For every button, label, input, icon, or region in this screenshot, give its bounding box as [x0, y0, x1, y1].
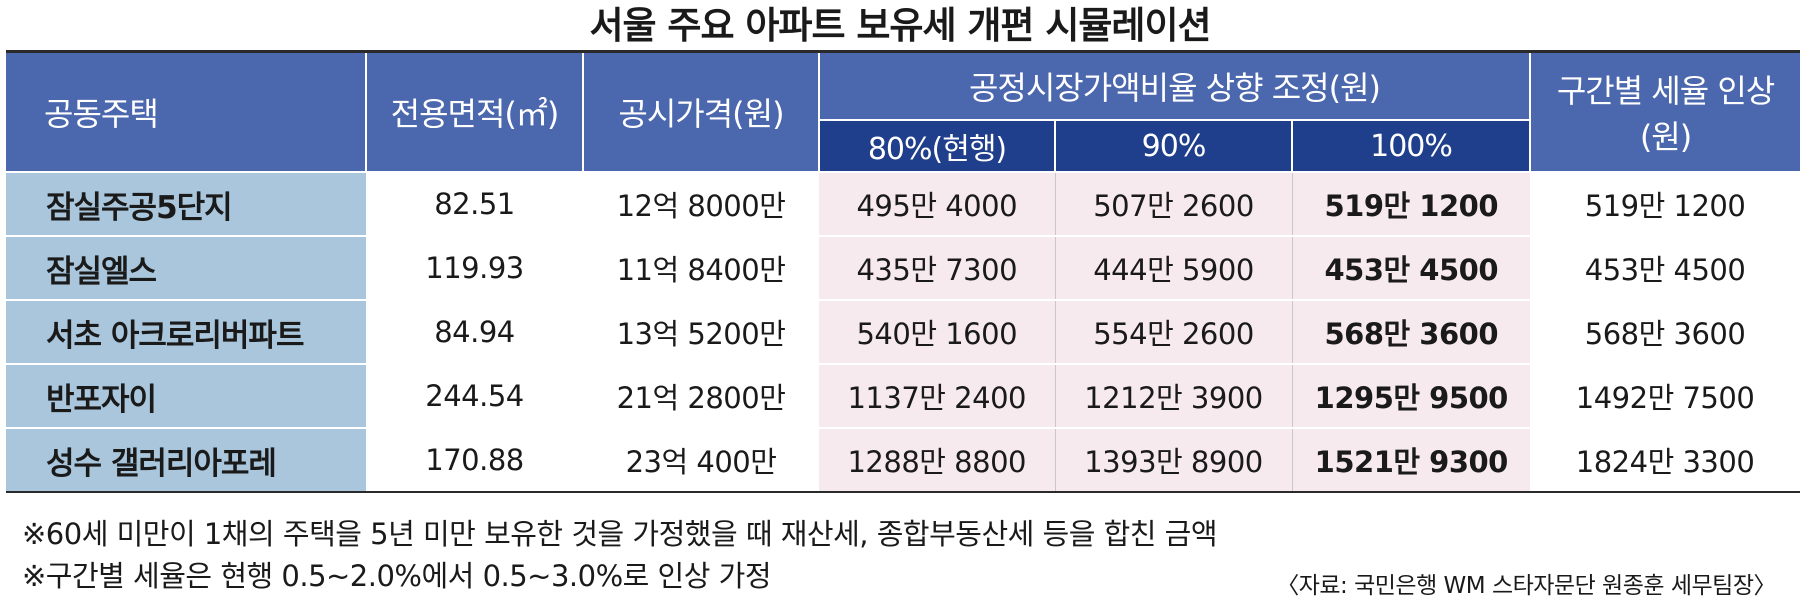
bracket-cell: 568만 3600 [1530, 299, 1800, 365]
area-cell: 82.51 [366, 171, 583, 237]
table-row: 잠실엘스 119.93 11억 8400만 435만 7300 444만 590… [6, 235, 1800, 301]
area-cell: 170.88 [366, 427, 583, 493]
page-title: 서울 주요 아파트 보유세 개편 시뮬레이션 [589, 4, 1211, 47]
apartment-name: 잠실주공5단지 [6, 171, 366, 237]
ratio80-cell: 1288만 8800 [819, 427, 1055, 493]
ratio90-cell: 444만 5900 [1054, 235, 1292, 301]
ratio100-cell: 1295만 9500 [1291, 363, 1531, 429]
footnote-bracket-rate: ※구간별 세율은 현행 0.5~2.0%에서 0.5~3.0%로 인상 가정 [22, 559, 772, 593]
ratio100-cell: 519만 1200 [1291, 171, 1531, 237]
subheader-100: 100% [1290, 120, 1531, 172]
apartment-name: 성수 갤러리아포레 [6, 427, 366, 493]
table-row: 잠실주공5단지 82.51 12억 8000만 495만 4000 507만 2… [6, 171, 1800, 237]
price-cell: 23억 400만 [583, 427, 819, 493]
price-cell: 13억 5200만 [583, 299, 819, 365]
ratio90-cell: 1393만 8900 [1054, 427, 1292, 493]
bracket-cell: 519만 1200 [1530, 171, 1800, 237]
ratio80-cell: 1137만 2400 [819, 363, 1055, 429]
header-ratio-group: 공정시장가액비율 상향 조정(원) [817, 53, 1531, 121]
bracket-cell: 453만 4500 [1530, 235, 1800, 301]
header-bracket-line2: (원) [1639, 118, 1692, 156]
price-cell: 21억 2800만 [583, 363, 819, 429]
table-row: 성수 갤러리아포레 170.88 23억 400만 1288만 8800 139… [6, 427, 1800, 493]
header-price: 공시가격(원) [582, 53, 819, 172]
area-cell: 84.94 [366, 299, 583, 365]
ratio100-cell: 453만 4500 [1291, 235, 1531, 301]
header-area: 전용면적(㎡) [365, 53, 583, 172]
tax-simulation-table: 공동주택 전용면적(㎡) 공시가격(원) 공정시장가액비율 상향 조정(원) 구… [6, 53, 1800, 493]
subheader-90: 90% [1054, 120, 1292, 172]
price-cell: 11억 8400만 [583, 235, 819, 301]
table-row: 반포자이 244.54 21억 2800만 1137만 2400 1212만 3… [6, 363, 1800, 429]
footnote-assumption: ※60세 미만이 1채의 주택을 5년 미만 보유한 것을 가정했을 때 재산세… [22, 517, 1218, 551]
ratio90-cell: 507만 2600 [1054, 171, 1292, 237]
bracket-cell: 1824만 3300 [1530, 427, 1800, 493]
price-cell: 12억 8000만 [583, 171, 819, 237]
header-bracket-line1: 구간별 세율 인상 [1556, 72, 1775, 110]
ratio90-cell: 554만 2600 [1054, 299, 1292, 365]
ratio90-cell: 1212만 3900 [1054, 363, 1292, 429]
apartment-name: 잠실엘스 [6, 235, 366, 301]
bracket-cell: 1492만 7500 [1530, 363, 1800, 429]
subheader-80: 80%(현행) [818, 120, 1055, 172]
header-bracket: 구간별 세율 인상 (원) [1529, 53, 1800, 172]
top-divider [6, 50, 1800, 53]
ratio80-cell: 495만 4000 [819, 171, 1055, 237]
ratio80-cell: 540만 1600 [819, 299, 1055, 365]
apartment-name: 반포자이 [6, 363, 366, 429]
table-row: 서초 아크로리버파트 84.94 13억 5200만 540만 1600 554… [6, 299, 1800, 365]
area-cell: 119.93 [366, 235, 583, 301]
apartment-name: 서초 아크로리버파트 [6, 299, 366, 365]
ratio100-cell: 1521만 9300 [1291, 427, 1531, 493]
source-credit: 〈자료: 국민은행 WM 스타자문단 원종훈 세무팀장〉 [1276, 573, 1776, 599]
header-housing: 공동주택 [6, 53, 366, 172]
ratio80-cell: 435만 7300 [819, 235, 1055, 301]
area-cell: 244.54 [366, 363, 583, 429]
ratio100-cell: 568만 3600 [1291, 299, 1531, 365]
